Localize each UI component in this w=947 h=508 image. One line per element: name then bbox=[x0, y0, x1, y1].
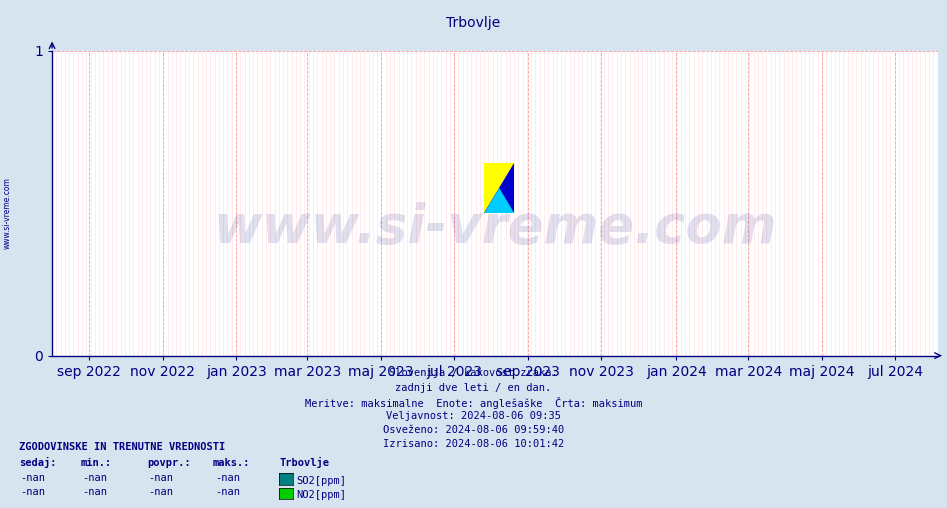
Text: zadnji dve leti / en dan.: zadnji dve leti / en dan. bbox=[396, 383, 551, 393]
Polygon shape bbox=[484, 163, 514, 213]
Polygon shape bbox=[484, 163, 514, 213]
Text: -nan: -nan bbox=[215, 487, 240, 497]
Text: Slovenija / kakovost zraka.: Slovenija / kakovost zraka. bbox=[389, 368, 558, 378]
Text: -nan: -nan bbox=[82, 487, 107, 497]
Text: sedaj:: sedaj: bbox=[19, 457, 57, 468]
Polygon shape bbox=[484, 188, 514, 213]
Text: NO2[ppm]: NO2[ppm] bbox=[296, 490, 347, 500]
Text: -nan: -nan bbox=[149, 487, 173, 497]
Text: -nan: -nan bbox=[149, 472, 173, 483]
Text: -nan: -nan bbox=[21, 472, 45, 483]
Text: min.:: min.: bbox=[80, 458, 112, 468]
Text: maks.:: maks.: bbox=[213, 458, 251, 468]
Text: Trbovlje: Trbovlje bbox=[446, 16, 501, 30]
Text: Izrisano: 2024-08-06 10:01:42: Izrisano: 2024-08-06 10:01:42 bbox=[383, 439, 564, 450]
Text: ZGODOVINSKE IN TRENUTNE VREDNOSTI: ZGODOVINSKE IN TRENUTNE VREDNOSTI bbox=[19, 441, 225, 452]
Text: www.si-vreme.com: www.si-vreme.com bbox=[213, 202, 777, 253]
Text: -nan: -nan bbox=[82, 472, 107, 483]
Text: Trbovlje: Trbovlje bbox=[279, 457, 330, 468]
Text: -nan: -nan bbox=[215, 472, 240, 483]
Text: -nan: -nan bbox=[21, 487, 45, 497]
Text: www.si-vreme.com: www.si-vreme.com bbox=[3, 177, 12, 249]
Text: Veljavnost: 2024-08-06 09:35: Veljavnost: 2024-08-06 09:35 bbox=[386, 411, 561, 421]
Text: Osveženo: 2024-08-06 09:59:40: Osveženo: 2024-08-06 09:59:40 bbox=[383, 425, 564, 435]
Text: Meritve: maksimalne  Enote: anglešaške  Črta: maksimum: Meritve: maksimalne Enote: anglešaške Čr… bbox=[305, 397, 642, 409]
Text: povpr.:: povpr.: bbox=[147, 458, 190, 468]
Text: SO2[ppm]: SO2[ppm] bbox=[296, 475, 347, 486]
